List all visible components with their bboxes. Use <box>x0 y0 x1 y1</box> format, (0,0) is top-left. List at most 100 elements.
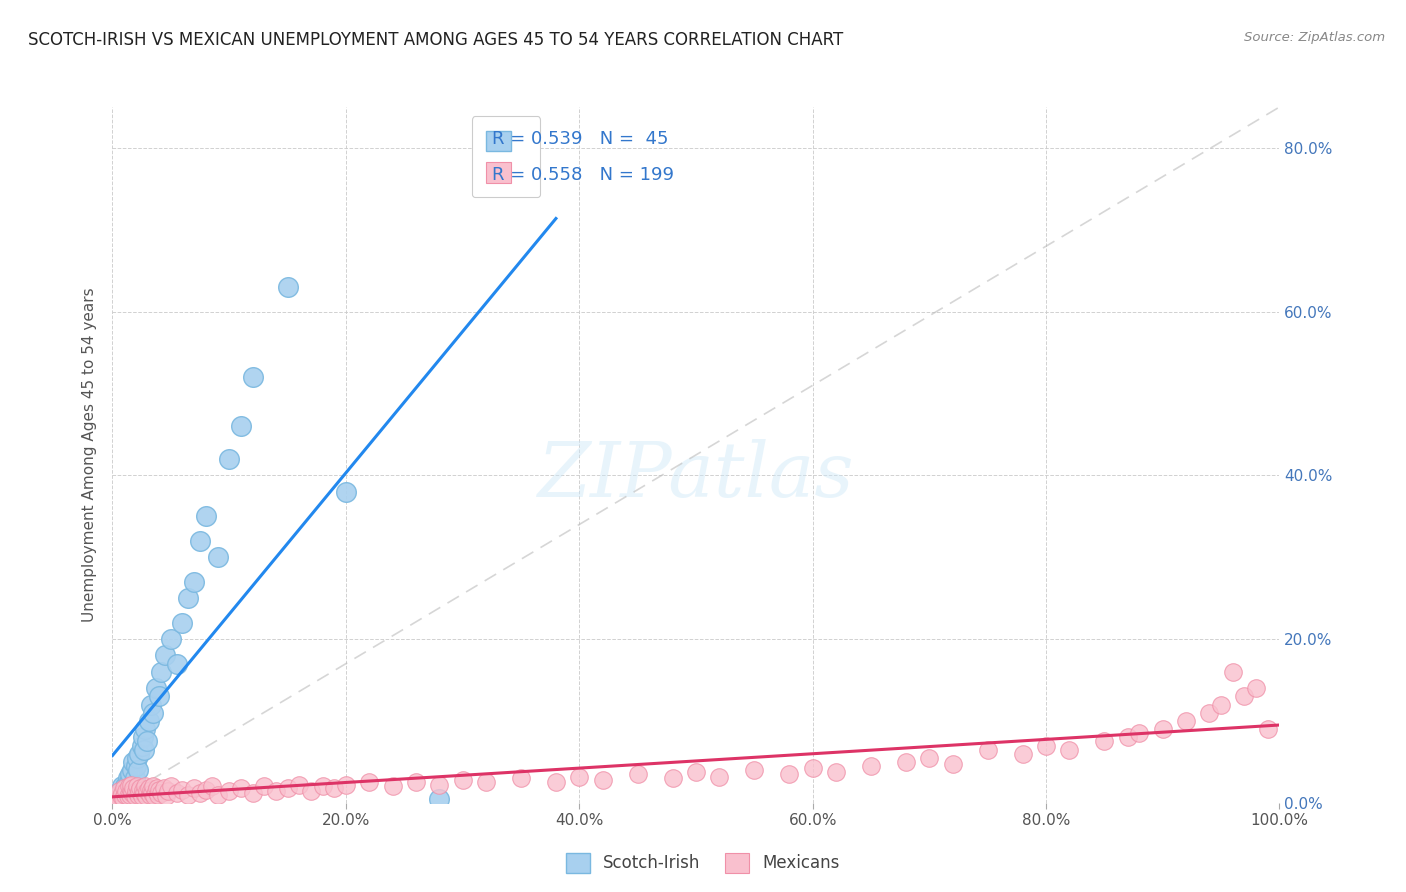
Point <box>194 509 217 524</box>
Point <box>121 763 143 777</box>
Point <box>142 706 165 720</box>
Point <box>135 789 157 804</box>
Point <box>128 784 150 798</box>
Point <box>207 550 229 565</box>
Point <box>218 783 240 797</box>
Point <box>242 786 264 800</box>
Point <box>127 763 149 777</box>
Point <box>139 782 162 797</box>
Point <box>166 786 188 800</box>
Text: ZIPatlas: ZIPatlas <box>537 439 855 513</box>
Point <box>125 751 148 765</box>
Point <box>166 657 188 671</box>
Text: Source: ZipAtlas.com: Source: ZipAtlas.com <box>1244 31 1385 45</box>
Point <box>359 775 381 789</box>
Point <box>157 783 180 797</box>
Point <box>894 755 917 769</box>
Point <box>1011 747 1033 761</box>
Point <box>183 574 205 589</box>
Text: R = 0.539   N =  45: R = 0.539 N = 45 <box>492 130 669 148</box>
Point <box>405 775 427 789</box>
Point <box>160 780 183 794</box>
Point <box>709 770 731 784</box>
Point <box>381 780 404 794</box>
Point <box>120 778 142 792</box>
Point <box>105 788 128 802</box>
Point <box>825 764 848 779</box>
Point <box>120 782 142 797</box>
Point <box>127 788 149 802</box>
Point <box>120 780 142 794</box>
Point <box>134 722 156 736</box>
Point <box>1116 731 1139 745</box>
Point <box>1244 681 1267 696</box>
Point <box>661 771 683 785</box>
Point <box>451 772 474 787</box>
Point <box>118 767 141 781</box>
Point <box>1222 665 1244 679</box>
Point <box>685 764 707 779</box>
Point <box>118 780 141 794</box>
Point <box>110 789 132 804</box>
Point <box>138 780 160 795</box>
Point <box>117 771 139 785</box>
Point <box>136 734 159 748</box>
Point <box>131 739 153 753</box>
Point <box>132 731 155 745</box>
Point <box>132 782 155 797</box>
Point <box>177 591 200 606</box>
Point <box>627 767 650 781</box>
Point <box>141 786 163 800</box>
Point <box>229 419 252 434</box>
Point <box>1233 690 1256 704</box>
Point <box>110 783 132 797</box>
Point <box>111 788 134 802</box>
Point <box>276 780 298 795</box>
Point <box>568 770 591 784</box>
Point <box>139 788 162 802</box>
Point <box>115 783 138 797</box>
Point <box>544 775 567 789</box>
Point <box>592 772 614 787</box>
Point <box>132 786 155 800</box>
Point <box>229 780 252 795</box>
Point <box>194 782 217 797</box>
Point <box>105 788 128 802</box>
Point <box>1198 706 1220 720</box>
Point <box>115 784 138 798</box>
Point <box>427 778 450 792</box>
Point <box>1059 742 1081 756</box>
Point <box>475 775 498 789</box>
Point <box>323 780 346 795</box>
Point <box>172 782 194 797</box>
Point <box>118 788 141 802</box>
Point <box>1128 726 1150 740</box>
Point <box>112 791 135 805</box>
Point <box>118 775 141 789</box>
Point <box>146 788 169 802</box>
Point <box>134 780 156 794</box>
Point <box>1257 722 1279 736</box>
Point <box>188 533 211 548</box>
Point <box>860 759 883 773</box>
Y-axis label: Unemployment Among Ages 45 to 54 years: Unemployment Among Ages 45 to 54 years <box>82 287 97 623</box>
Point <box>253 780 276 794</box>
Point <box>801 761 824 775</box>
Point <box>136 783 159 797</box>
Point <box>1035 739 1057 753</box>
Point <box>122 780 145 795</box>
Point <box>276 280 298 294</box>
Point <box>172 615 194 630</box>
Point <box>509 771 531 785</box>
Point <box>117 789 139 804</box>
Text: R = 0.558   N = 199: R = 0.558 N = 199 <box>492 166 675 184</box>
Point <box>122 755 145 769</box>
Point <box>111 780 134 794</box>
Point <box>114 780 136 794</box>
Legend: Scotch-Irish, Mexicans: Scotch-Irish, Mexicans <box>560 847 846 880</box>
Point <box>138 714 160 728</box>
Point <box>124 789 146 804</box>
Point <box>1209 698 1232 712</box>
Point <box>299 783 322 797</box>
Point <box>108 783 131 797</box>
